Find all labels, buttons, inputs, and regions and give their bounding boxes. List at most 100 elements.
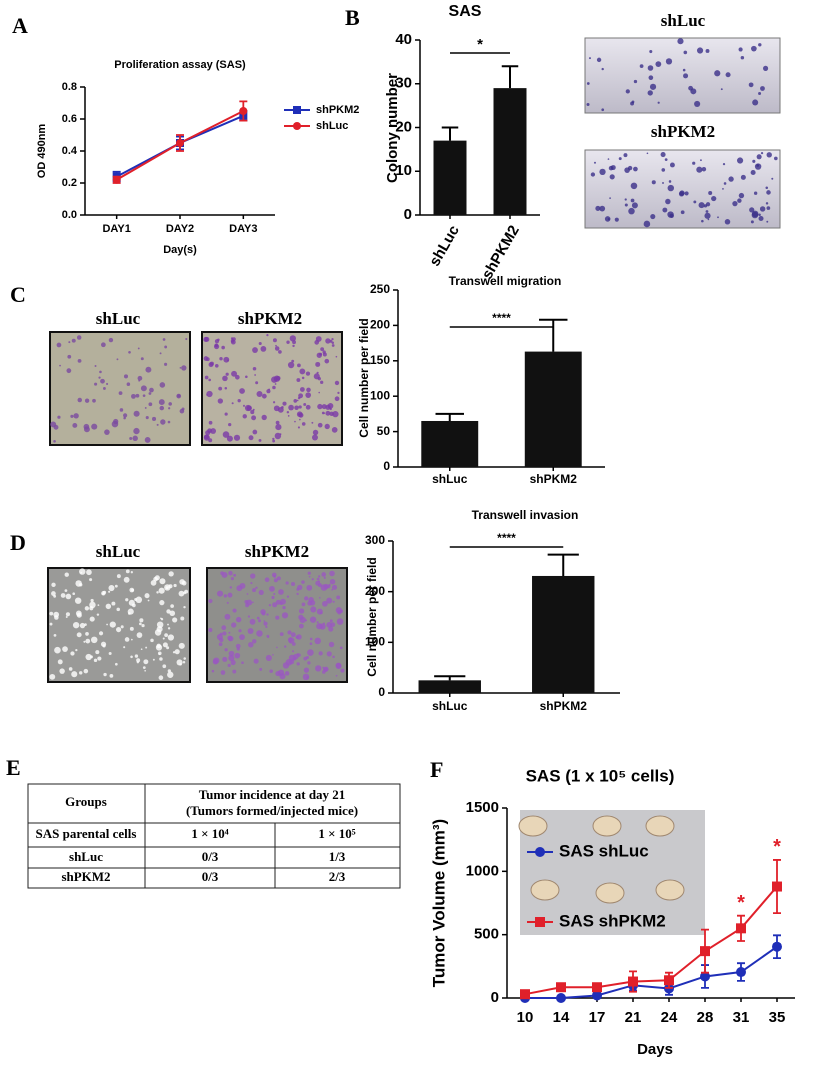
bar bbox=[532, 575, 595, 693]
texture-dot bbox=[76, 632, 82, 638]
texture-dot bbox=[312, 429, 319, 436]
colony-plate bbox=[584, 37, 781, 114]
texture-dot bbox=[252, 429, 258, 435]
texture-dot bbox=[248, 435, 254, 441]
texture-dot bbox=[586, 103, 590, 107]
table-text: Groups Tumor incidence at day 21 (Tumors… bbox=[36, 787, 358, 884]
texture-dot bbox=[126, 382, 131, 386]
texture-dot bbox=[256, 390, 263, 397]
texture-dot bbox=[219, 632, 223, 636]
texture-dot bbox=[298, 608, 305, 614]
error-bar bbox=[547, 553, 579, 576]
texture-dot bbox=[660, 152, 666, 158]
texture-dot bbox=[601, 108, 605, 112]
texture-dot bbox=[266, 334, 269, 337]
texture-dot bbox=[307, 600, 313, 606]
error-bar bbox=[434, 675, 466, 681]
texture-dot bbox=[136, 658, 141, 663]
texture-dot bbox=[174, 649, 180, 655]
texture-dot bbox=[318, 391, 320, 394]
texture-dot bbox=[128, 612, 131, 615]
texture-dot bbox=[705, 210, 709, 213]
texture-dot bbox=[633, 79, 638, 84]
texture-dot bbox=[311, 434, 318, 441]
texture-dot bbox=[296, 411, 303, 418]
texture-dot bbox=[94, 382, 98, 386]
texture-dot bbox=[128, 350, 131, 354]
texture-dot bbox=[714, 70, 721, 77]
texture-dot bbox=[83, 640, 86, 643]
texture-dot bbox=[96, 613, 100, 616]
texture-dot bbox=[758, 92, 762, 96]
texture-dot bbox=[258, 619, 261, 623]
texture-dot bbox=[79, 671, 83, 675]
texture-dot bbox=[173, 583, 177, 588]
texture-dot bbox=[244, 600, 249, 604]
texture-dot bbox=[109, 673, 114, 678]
colony-plate bbox=[584, 149, 781, 229]
texture-dot bbox=[275, 424, 282, 431]
texture-dot bbox=[596, 57, 602, 63]
texture-dot bbox=[181, 580, 187, 586]
texture-dot bbox=[692, 161, 696, 165]
texture-dot bbox=[297, 584, 303, 591]
texture-dot bbox=[49, 611, 54, 616]
texture-dot bbox=[176, 393, 182, 399]
texture-dot bbox=[296, 592, 299, 596]
texture-dot bbox=[211, 669, 215, 673]
y-axis-label: Cell number per field bbox=[357, 318, 371, 437]
texture-dot bbox=[228, 631, 231, 634]
texture-dot bbox=[320, 347, 325, 352]
texture-dot bbox=[59, 668, 65, 674]
texture-dot bbox=[133, 427, 140, 435]
texture-dot bbox=[272, 602, 278, 608]
texture-dot bbox=[233, 573, 237, 577]
texture-dot bbox=[85, 653, 92, 661]
texture-dot bbox=[624, 167, 630, 173]
texture-dot bbox=[102, 590, 107, 595]
texture-dot bbox=[162, 338, 166, 341]
texture-dot bbox=[181, 365, 187, 371]
panel-letters: A B C D E F bbox=[6, 5, 443, 782]
image-label: shPKM2 bbox=[651, 122, 715, 141]
x-tick-label: shLuc bbox=[432, 472, 468, 486]
chart-title: SAS (1 x 10⁵ cells) bbox=[526, 766, 675, 785]
texture-dot bbox=[143, 659, 149, 665]
texture-dot bbox=[106, 382, 109, 386]
texture-dot bbox=[71, 338, 76, 343]
point bbox=[628, 976, 638, 987]
texture-dot bbox=[286, 595, 290, 598]
texture-dot bbox=[159, 600, 165, 606]
texture-dot bbox=[116, 627, 122, 633]
texture-dot bbox=[308, 575, 311, 578]
texture-dot bbox=[738, 47, 743, 52]
texture-dot bbox=[145, 416, 149, 420]
texture-dot bbox=[708, 191, 713, 196]
table-border bbox=[27, 783, 401, 889]
texture-dot bbox=[667, 184, 674, 192]
y-tick-label: 1500 bbox=[466, 799, 499, 816]
texture-dot bbox=[147, 599, 150, 602]
texture-dot bbox=[206, 390, 213, 398]
texture-dot bbox=[125, 569, 130, 574]
texture-dot bbox=[700, 159, 702, 162]
texture-dot bbox=[128, 599, 135, 606]
texture-dot bbox=[159, 405, 165, 411]
texture-dot bbox=[228, 650, 235, 657]
texture-dot bbox=[74, 597, 82, 604]
texture-dot bbox=[322, 352, 327, 357]
texture-dot bbox=[766, 190, 771, 195]
y-tick-label: 200 bbox=[365, 584, 385, 598]
texture-dot bbox=[57, 659, 63, 665]
texture-dot bbox=[250, 573, 256, 579]
texture-dot bbox=[219, 637, 224, 643]
texture-dot bbox=[141, 623, 145, 628]
texture-dot bbox=[159, 382, 166, 388]
texture-dot bbox=[108, 337, 114, 343]
texture-dot bbox=[103, 672, 107, 677]
texture-dot bbox=[669, 213, 674, 218]
texture-dot bbox=[327, 403, 334, 409]
texture-dot bbox=[205, 357, 210, 362]
texture-dot bbox=[335, 355, 338, 358]
texture-dot bbox=[272, 437, 275, 441]
